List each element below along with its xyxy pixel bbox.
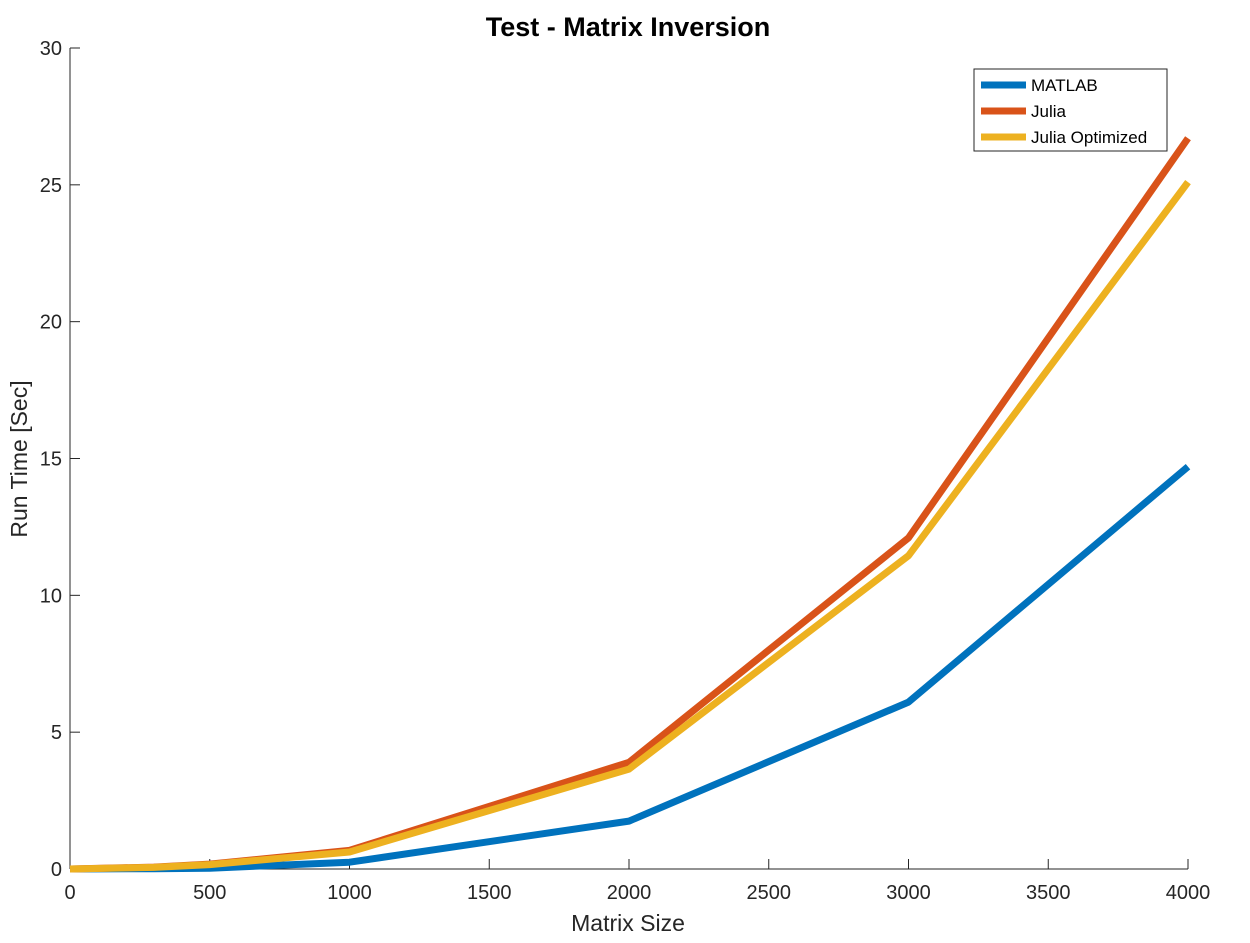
legend-label: MATLAB bbox=[1031, 76, 1098, 95]
y-tick-label: 15 bbox=[40, 449, 62, 471]
x-tick-label: 1000 bbox=[327, 882, 372, 904]
y-tick-label: 5 bbox=[51, 722, 62, 744]
legend-label: Julia bbox=[1031, 102, 1067, 121]
chart-title: Test - Matrix Inversion bbox=[486, 12, 771, 42]
legend: MATLAB Julia Julia Optimized bbox=[973, 68, 1168, 152]
series-lines bbox=[69, 136, 1191, 873]
series-line-julia-optimized bbox=[69, 180, 1191, 873]
x-axis-label: Matrix Size bbox=[571, 910, 685, 936]
y-tick-label: 25 bbox=[40, 175, 62, 197]
x-tick-label: 2500 bbox=[747, 882, 792, 904]
x-tick-label: 500 bbox=[193, 882, 226, 904]
x-tick-label: 3000 bbox=[886, 882, 931, 904]
x-tick-label: 2000 bbox=[607, 882, 652, 904]
y-axis-label: Run Time [Sec] bbox=[6, 380, 32, 537]
legend-label: Julia Optimized bbox=[1031, 128, 1147, 147]
y-tick-label: 0 bbox=[51, 859, 62, 881]
y-tick-label: 10 bbox=[40, 585, 62, 607]
x-tick-label: 1500 bbox=[467, 882, 512, 904]
y-tick-label: 20 bbox=[40, 312, 62, 334]
x-tick-label: 0 bbox=[64, 882, 75, 904]
y-tick-label: 30 bbox=[40, 38, 62, 60]
x-tick-label: 4000 bbox=[1166, 882, 1211, 904]
axes: 0 500 1000 1500 2000 2500 3000 3500 4000 0 5 10 15 20… bbox=[40, 38, 1211, 904]
x-tick-label: 3500 bbox=[1026, 882, 1071, 904]
